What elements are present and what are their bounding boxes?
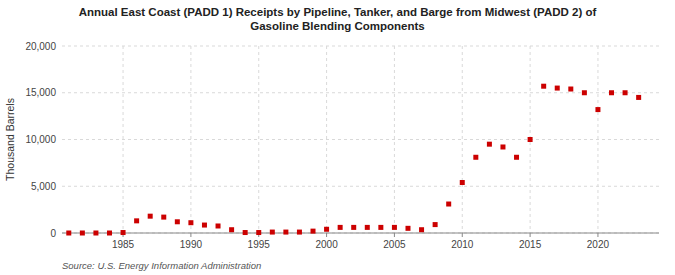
point bbox=[555, 86, 560, 91]
point bbox=[433, 222, 438, 227]
y-tick-label: 20,000 bbox=[25, 41, 56, 52]
x-tick bbox=[326, 233, 327, 237]
point bbox=[80, 231, 85, 236]
point bbox=[229, 227, 234, 232]
grid bbox=[62, 46, 659, 233]
x-axis-line bbox=[62, 233, 659, 234]
marks bbox=[66, 84, 641, 236]
point bbox=[582, 90, 587, 95]
point bbox=[175, 219, 180, 224]
point bbox=[378, 225, 383, 230]
point bbox=[487, 142, 492, 147]
x-tick bbox=[394, 233, 395, 237]
point bbox=[121, 230, 126, 235]
point bbox=[595, 107, 600, 112]
point bbox=[405, 226, 410, 231]
point bbox=[270, 230, 275, 235]
point bbox=[473, 155, 478, 160]
chart: Annual East Coast (PADD 1) Receipts by P… bbox=[0, 0, 675, 275]
point bbox=[256, 230, 261, 235]
point bbox=[541, 84, 546, 89]
x-grid-line bbox=[190, 46, 191, 233]
y-tick-label: 0 bbox=[50, 228, 56, 239]
point bbox=[134, 218, 139, 223]
y-axis-label: Thousand Barrels bbox=[4, 98, 16, 181]
point bbox=[311, 229, 316, 234]
x-tick bbox=[530, 233, 531, 237]
point bbox=[324, 227, 329, 232]
point bbox=[338, 225, 343, 230]
x-grid-line bbox=[462, 46, 463, 233]
source-note: Source: U.S. Energy Information Administ… bbox=[62, 260, 261, 271]
x-grid-line bbox=[597, 46, 598, 233]
y-tick-label: 10,000 bbox=[25, 134, 56, 145]
point bbox=[202, 223, 207, 228]
point bbox=[66, 231, 71, 236]
x-tick-label: 1985 bbox=[112, 239, 135, 250]
point bbox=[216, 223, 221, 228]
x-tick bbox=[462, 233, 463, 237]
point bbox=[623, 90, 628, 95]
x-tick-label: 1990 bbox=[180, 239, 203, 250]
x-tick bbox=[190, 233, 191, 237]
point bbox=[93, 231, 98, 236]
point bbox=[392, 225, 397, 230]
title-line: Gasoline Blending Components bbox=[250, 20, 424, 32]
y-grid-line bbox=[62, 92, 659, 93]
point bbox=[528, 137, 533, 142]
point bbox=[297, 230, 302, 235]
x-grid-line bbox=[123, 46, 124, 233]
y-tick-label: 5,000 bbox=[31, 181, 56, 192]
point bbox=[365, 225, 370, 230]
point bbox=[283, 230, 288, 235]
axes: 0 5,000 10,000 15,000 20,000 1985 1990 1995 2000… bbox=[25, 41, 659, 251]
x-tick-label: 2000 bbox=[315, 239, 338, 250]
point bbox=[609, 90, 614, 95]
point bbox=[500, 144, 505, 149]
x-grid-line bbox=[326, 46, 327, 233]
point bbox=[568, 87, 573, 92]
point bbox=[148, 214, 153, 219]
y-grid-line bbox=[62, 139, 659, 140]
y-grid-line bbox=[62, 46, 659, 47]
point bbox=[514, 155, 519, 160]
x-tick-label: 2015 bbox=[519, 239, 542, 250]
x-tick-label: 1995 bbox=[248, 239, 271, 250]
point bbox=[107, 231, 112, 236]
x-grid-line bbox=[258, 46, 259, 233]
point bbox=[188, 220, 193, 225]
point bbox=[351, 225, 356, 230]
title: Annual East Coast (PADD 1) Receipts by P… bbox=[79, 6, 597, 32]
point bbox=[243, 230, 248, 235]
y-grid-line bbox=[62, 186, 659, 187]
x-tick-label: 2010 bbox=[451, 239, 474, 250]
x-tick-label: 2005 bbox=[383, 239, 406, 250]
point bbox=[460, 180, 465, 185]
point bbox=[419, 227, 424, 232]
x-tick-label: 2020 bbox=[587, 239, 610, 250]
y-grid-line bbox=[62, 233, 659, 234]
point bbox=[636, 95, 641, 100]
point bbox=[161, 215, 166, 220]
title-line: Annual East Coast (PADD 1) Receipts by P… bbox=[79, 6, 597, 18]
x-grid-line bbox=[394, 46, 395, 233]
y-tick-label: 15,000 bbox=[25, 87, 56, 98]
x-tick bbox=[597, 233, 598, 237]
point bbox=[446, 202, 451, 207]
